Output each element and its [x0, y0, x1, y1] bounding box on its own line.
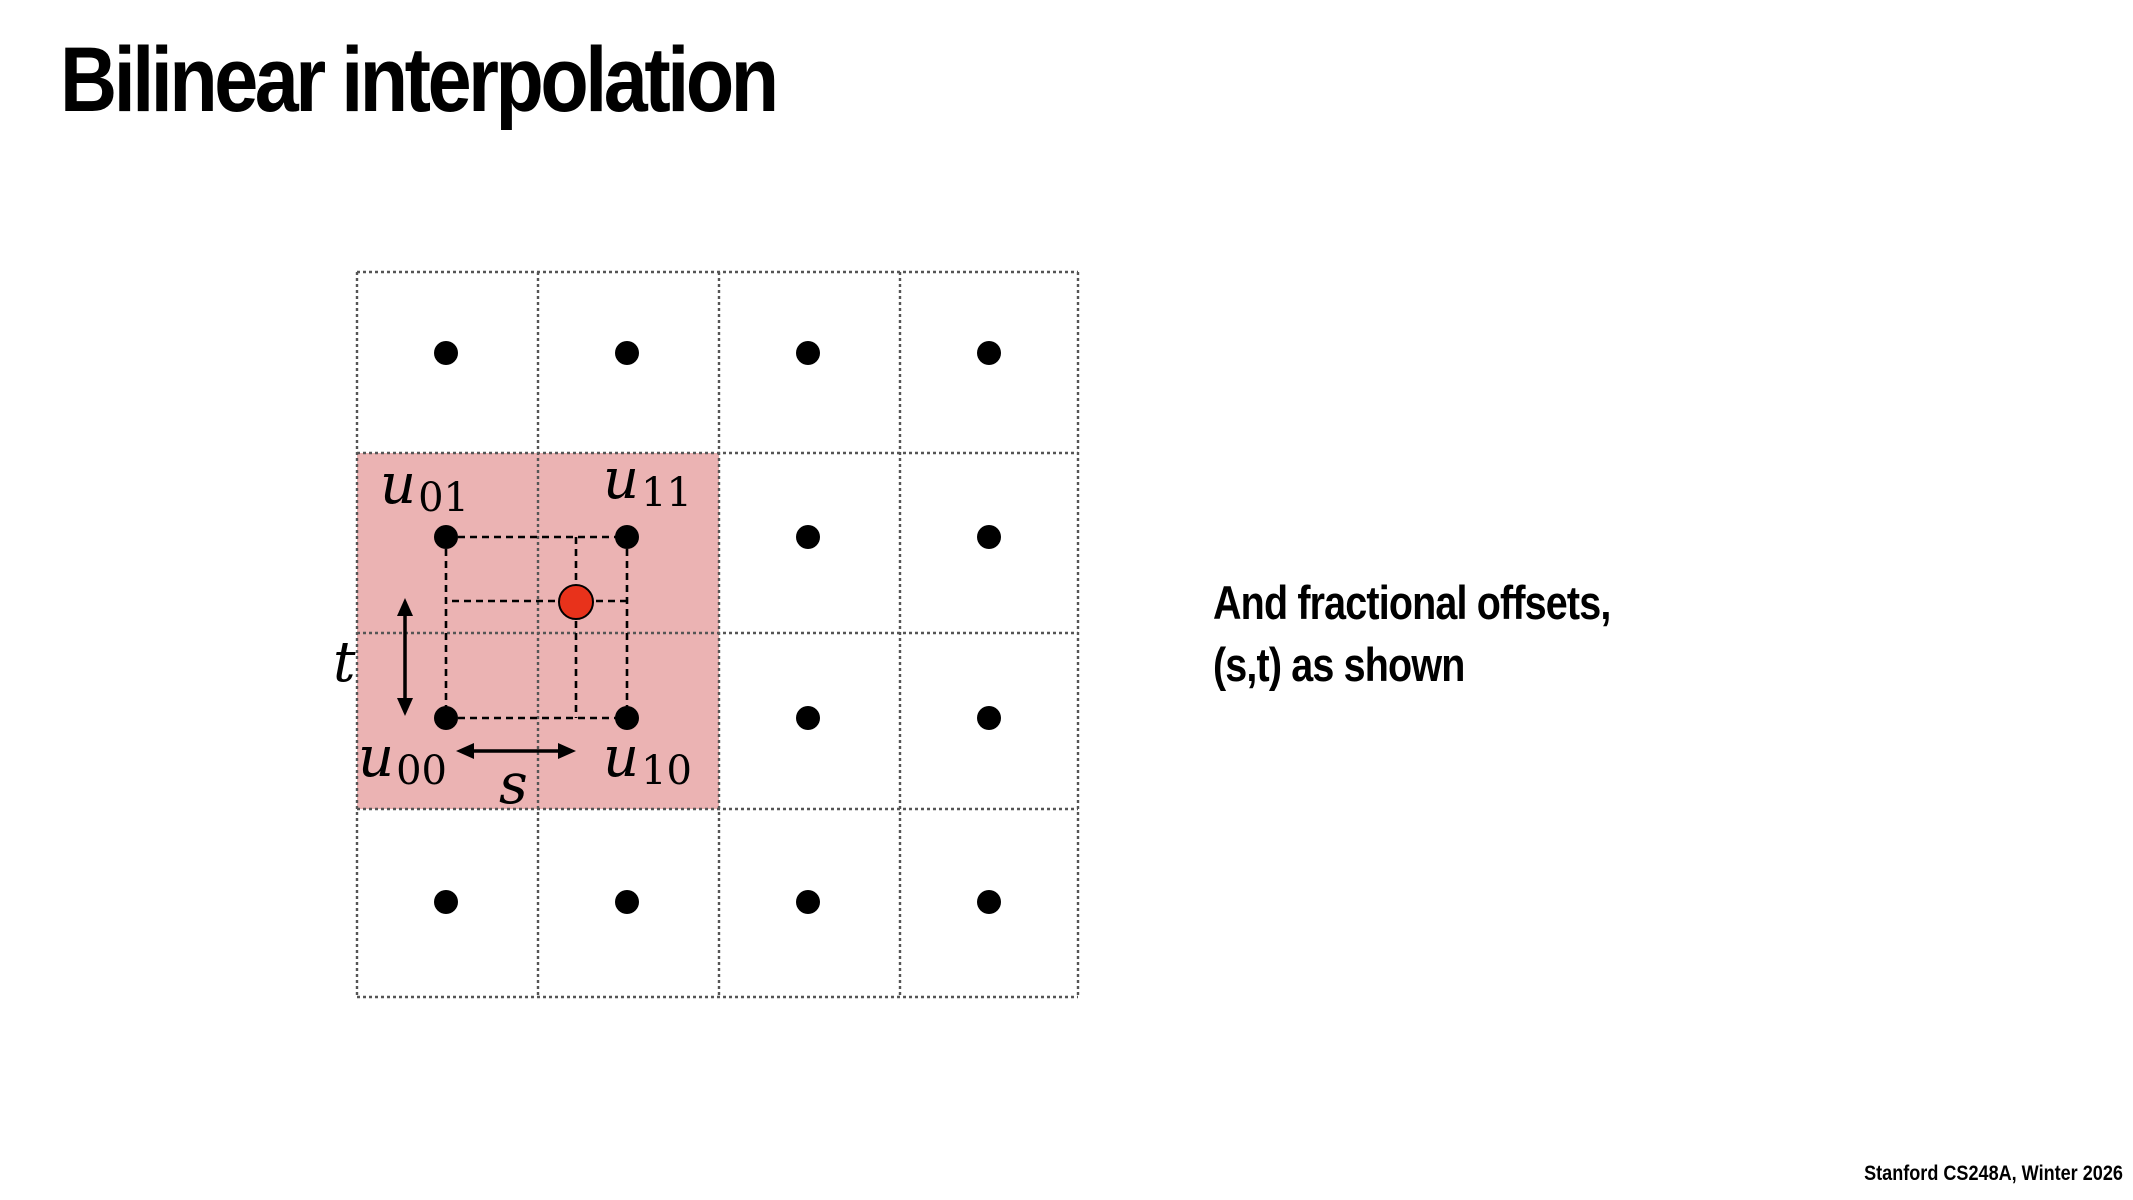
- s-offset-arrow: [456, 743, 576, 759]
- texel-point: [796, 890, 820, 914]
- sample-point: [558, 584, 594, 620]
- label-s: s: [499, 752, 528, 817]
- texel-point: [796, 706, 820, 730]
- label-u10: u10: [603, 725, 692, 794]
- texel-point: [977, 706, 1001, 730]
- texel-point: [977, 890, 1001, 914]
- caption-line-1: And fractional offsets,: [1213, 576, 1611, 629]
- texel-point: [434, 341, 458, 365]
- label-u11: u11: [603, 447, 692, 516]
- texel-point: [977, 525, 1001, 549]
- texel-point-u10: [615, 706, 639, 730]
- label-t: t: [333, 630, 356, 695]
- footer-course-label: Stanford CS248A, Winter 2026: [1864, 1162, 2123, 1185]
- texel-point: [977, 341, 1001, 365]
- texel-point: [615, 890, 639, 914]
- texel-point: [615, 341, 639, 365]
- texel-point: [796, 341, 820, 365]
- interpolation-lines: [444, 535, 629, 720]
- texel-point: [434, 890, 458, 914]
- texel-grid: [355, 270, 1080, 999]
- label-u01: u01: [380, 452, 469, 521]
- texel-point-u01: [434, 525, 458, 549]
- slide-caption: And fractional offsets, (s,t) as shown: [1213, 572, 1611, 696]
- caption-line-2: (s,t) as shown: [1213, 638, 1465, 691]
- texel-centers: [434, 341, 1001, 914]
- label-u00: u00: [358, 725, 447, 794]
- slide-title: Bilinear interpolation: [60, 29, 779, 131]
- texel-point-u00: [434, 706, 458, 730]
- texel-point: [796, 525, 820, 549]
- t-offset-arrow: [397, 598, 413, 716]
- texel-point-u11: [615, 525, 639, 549]
